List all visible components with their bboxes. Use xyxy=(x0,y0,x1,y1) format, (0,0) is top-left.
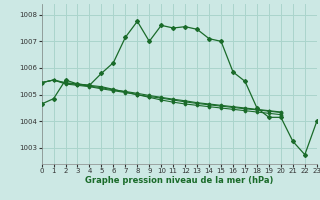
X-axis label: Graphe pression niveau de la mer (hPa): Graphe pression niveau de la mer (hPa) xyxy=(85,176,273,185)
